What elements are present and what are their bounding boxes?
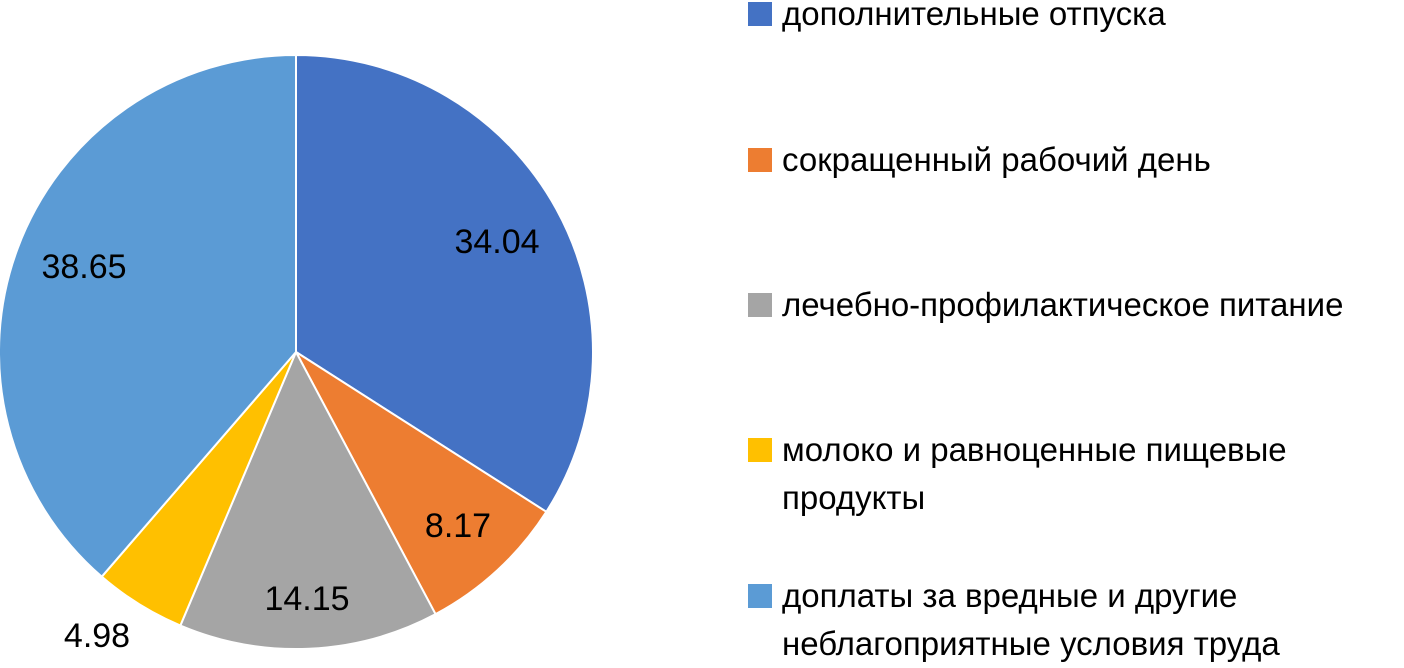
legend-label-therapeutic-nutrition: лечебно-профилактическое питание <box>782 286 1344 323</box>
legend-label-hazard-pay: доплаты за вредные и другие неблагоприят… <box>782 577 1280 662</box>
legend-swatch-additional-leave <box>748 2 772 26</box>
legend-label-shortened-workday: сокращенный рабочий день <box>782 141 1211 178</box>
legend-swatch-hazard-pay <box>748 584 772 608</box>
legend-swatch-therapeutic-nutrition <box>748 293 772 317</box>
legend-label-additional-leave: дополнительные отпуска <box>782 0 1166 32</box>
data-label-hazard-pay: 38.65 <box>41 248 126 286</box>
pie-slices <box>0 53 594 650</box>
legend-swatch-shortened-workday <box>748 148 772 172</box>
pie-slice-shortened-workday <box>293 349 548 616</box>
data-label-milk-products: 4.98 <box>64 617 130 655</box>
data-label-additional-leave: 34.04 <box>454 223 539 261</box>
data-label-therapeutic-nutrition: 14.15 <box>264 580 349 618</box>
pie-data-labels: 34.04 8.17 14.15 4.98 38.65 <box>41 223 539 655</box>
legend-swatch-milk-products <box>748 438 772 462</box>
pie-slice-therapeutic-nutrition <box>179 349 437 650</box>
data-label-shortened-workday: 8.17 <box>425 507 491 545</box>
chart-legend: дополнительные отпуска сокращенный рабоч… <box>748 0 1404 662</box>
pie-slice-hazard-pay <box>0 53 297 579</box>
legend-label-milk-products: молоко и равноценные пищевые продукты <box>782 431 1287 516</box>
pie-slice-additional-leave <box>295 53 594 514</box>
